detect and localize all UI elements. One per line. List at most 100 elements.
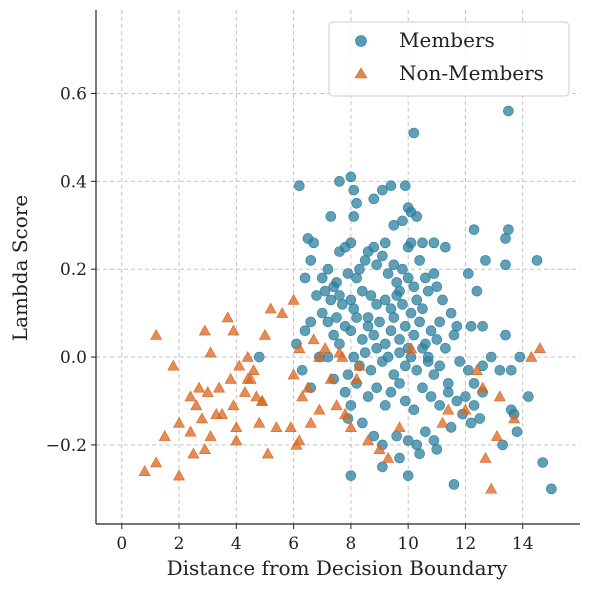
member-point — [379, 294, 391, 306]
legend-label-non-members: Non-Members — [399, 61, 544, 85]
non-member-point — [230, 434, 243, 446]
non-member-point — [313, 350, 326, 362]
member-point — [388, 219, 400, 231]
y-tick-label: 0.0 — [60, 348, 87, 368]
member-point — [405, 307, 417, 319]
member-point — [503, 224, 514, 235]
member-point — [428, 237, 440, 249]
x-tick-label: 8 — [345, 534, 356, 554]
member-point — [348, 211, 360, 222]
member-point — [408, 127, 420, 139]
non-member-point — [470, 364, 483, 375]
member-point — [388, 259, 400, 271]
non-member-point — [187, 447, 200, 459]
non-member-point — [204, 430, 217, 441]
member-point — [385, 325, 397, 337]
member-point — [511, 426, 523, 438]
non-member-point — [276, 307, 289, 318]
member-point — [377, 461, 388, 473]
member-point — [431, 334, 443, 345]
member-point — [377, 184, 388, 196]
member-point — [394, 347, 405, 358]
non-member-point — [201, 386, 214, 397]
member-point — [394, 334, 405, 345]
member-point — [354, 263, 365, 275]
data-points — [138, 105, 557, 495]
member-point — [440, 241, 451, 253]
member-point — [316, 272, 328, 284]
non-member-point — [253, 416, 266, 428]
member-point — [405, 351, 417, 363]
member-point — [531, 255, 543, 266]
member-point — [359, 347, 371, 358]
member-point — [351, 272, 362, 284]
non-member-point — [224, 372, 237, 384]
member-point — [402, 202, 414, 213]
non-member-point — [313, 403, 326, 415]
member-point — [296, 364, 308, 376]
member-point — [414, 448, 425, 460]
non-member-point — [350, 372, 363, 384]
member-point — [505, 364, 517, 376]
non-member-point — [198, 324, 211, 336]
member-point — [357, 417, 368, 429]
y-tick-label: 0.6 — [60, 84, 87, 104]
member-point — [397, 215, 408, 227]
member-point — [417, 237, 428, 249]
member-point — [368, 241, 380, 253]
member-point — [385, 180, 397, 192]
member-point — [411, 439, 423, 451]
member-point — [379, 400, 391, 411]
member-point — [480, 255, 491, 266]
member-point — [322, 316, 334, 328]
non-member-point — [301, 381, 314, 393]
non-member-point — [204, 346, 217, 358]
member-point — [468, 378, 480, 389]
member-point — [334, 290, 345, 301]
non-member-point — [287, 293, 300, 305]
non-member-point — [256, 394, 269, 406]
member-point — [319, 285, 331, 297]
member-point — [434, 400, 445, 411]
member-point — [451, 321, 463, 332]
member-point — [440, 342, 451, 354]
member-point — [448, 479, 460, 490]
member-point — [420, 272, 431, 284]
member-point — [503, 105, 514, 117]
member-point — [371, 299, 382, 310]
member-point — [308, 237, 319, 249]
member-point — [428, 369, 440, 380]
member-point — [316, 307, 328, 319]
non-member-point — [304, 416, 317, 428]
member-point — [468, 400, 480, 411]
member-point — [388, 369, 400, 380]
member-point — [434, 316, 445, 328]
non-member-point — [241, 350, 254, 362]
y-tick-label: −0.2 — [46, 436, 87, 456]
non-member-point — [362, 434, 375, 446]
member-point — [546, 483, 557, 495]
member-point — [294, 180, 305, 192]
member-point — [391, 430, 403, 442]
non-member-point — [227, 399, 240, 411]
non-member-point — [173, 469, 186, 481]
member-point — [425, 325, 437, 337]
non-member-point — [173, 416, 186, 428]
non-member-point — [198, 443, 211, 455]
non-member-point — [258, 328, 271, 340]
member-point — [417, 303, 428, 315]
non-member-point — [195, 412, 208, 424]
member-point — [474, 413, 486, 424]
non-member-point — [319, 342, 332, 353]
non-member-point — [227, 324, 240, 336]
member-point — [431, 281, 443, 293]
member-point — [497, 439, 508, 451]
non-member-point — [373, 443, 386, 455]
member-point — [431, 444, 443, 455]
member-point — [305, 316, 317, 328]
non-member-point — [382, 451, 395, 463]
non-member-point — [508, 412, 521, 424]
legend-label-members: Members — [399, 28, 495, 52]
member-point — [477, 321, 488, 332]
non-member-point — [476, 381, 489, 393]
